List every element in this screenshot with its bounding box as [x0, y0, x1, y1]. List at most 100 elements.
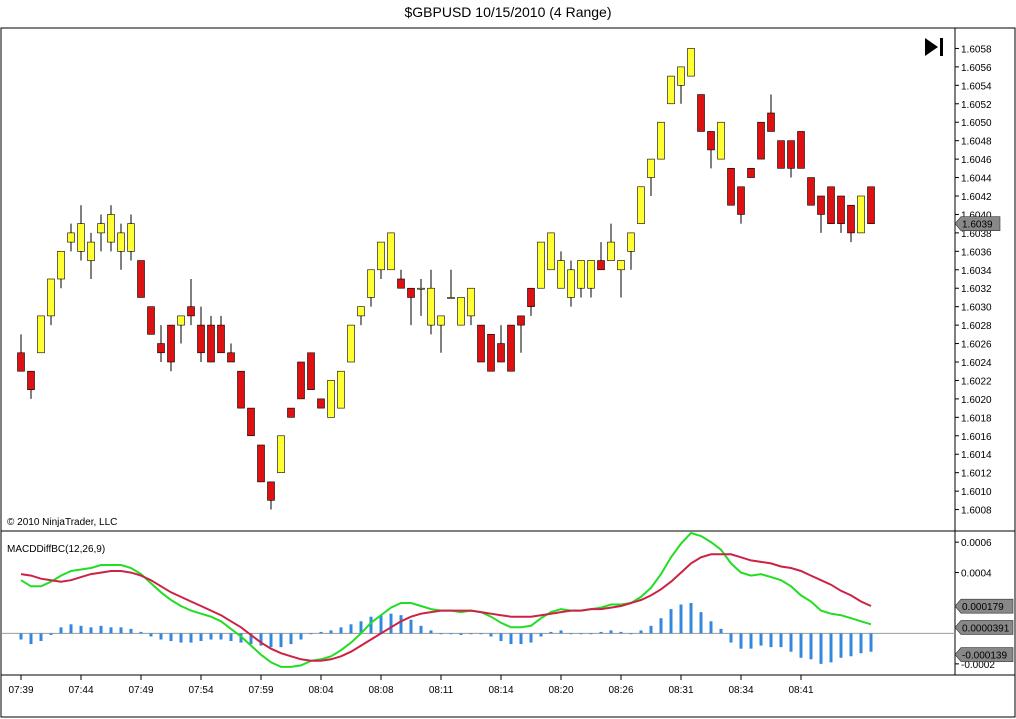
histogram-bar — [239, 633, 243, 643]
candle — [237, 370, 245, 409]
candle — [137, 260, 145, 298]
histogram-bar — [219, 633, 223, 640]
candle-body — [397, 278, 405, 289]
skip-to-end-icon[interactable] — [925, 38, 943, 56]
candle — [97, 214, 105, 252]
candle-body — [837, 195, 845, 224]
candle — [607, 223, 615, 261]
histogram-bar — [99, 625, 103, 634]
histogram-bar — [209, 633, 213, 640]
histogram-bar — [779, 633, 783, 648]
candle-body — [807, 177, 815, 206]
candle — [47, 278, 55, 326]
price-tick-label: 1.6010 — [961, 487, 992, 498]
histogram-bar — [59, 627, 63, 634]
histogram-bar — [629, 633, 633, 635]
candle-body — [727, 168, 735, 206]
time-tick-label: 08:04 — [308, 685, 333, 696]
candle — [837, 195, 845, 233]
indicator-tick-label: 0.0006 — [961, 538, 992, 549]
price-tick-label: 1.6034 — [961, 266, 992, 277]
histogram-bar — [689, 603, 693, 634]
histogram-bar — [199, 633, 203, 642]
candle-body — [797, 131, 805, 169]
candle — [67, 223, 75, 252]
time-tick-label: 07:54 — [188, 685, 213, 696]
candle-body — [547, 232, 555, 271]
histogram-bar — [419, 625, 423, 634]
candle-body — [687, 48, 695, 77]
copyright-text: © 2010 NinjaTrader, LLC — [7, 517, 117, 528]
histogram-bar — [299, 633, 303, 640]
candle-body — [77, 223, 85, 252]
candle-body — [147, 306, 155, 335]
candle — [437, 315, 445, 353]
candle-body — [537, 241, 545, 289]
price-tick-label: 1.6046 — [961, 155, 992, 166]
candle-body — [167, 324, 175, 363]
histogram-bar — [809, 633, 813, 660]
candle-body — [277, 435, 285, 473]
histogram-bar — [749, 633, 753, 649]
candle-body — [577, 260, 585, 289]
candle — [687, 48, 695, 77]
price-tick-label: 1.6008 — [961, 506, 992, 517]
candle-body — [767, 112, 775, 132]
candle-body — [67, 232, 75, 243]
histogram-bar — [379, 615, 383, 634]
histogram-bar — [789, 633, 793, 652]
indicator-label: MACDDiffBC(12,26,9) — [7, 544, 105, 555]
candle-body — [467, 287, 475, 317]
histogram-bar — [439, 633, 443, 635]
candle — [27, 370, 35, 399]
time-tick-label: 07:39 — [8, 685, 33, 696]
candle — [347, 324, 355, 363]
histogram-bar — [759, 633, 763, 646]
macd-line — [20, 531, 872, 668]
candle-body — [407, 287, 415, 298]
price-tick-label: 1.6050 — [961, 118, 992, 129]
indicator-value-tag: -0.000139 — [954, 647, 1014, 662]
candle — [827, 186, 835, 224]
indicator-tick-label: 0.0004 — [961, 569, 992, 580]
candle — [797, 131, 805, 169]
candle — [37, 315, 45, 354]
candle — [537, 241, 545, 289]
candle-body — [487, 334, 495, 372]
candle-body — [477, 324, 485, 363]
candle — [127, 214, 135, 261]
candle — [77, 205, 85, 261]
price-tick-label: 1.6026 — [961, 340, 992, 351]
candle-body — [567, 269, 575, 298]
candle — [297, 361, 305, 400]
candle — [817, 195, 825, 233]
candle — [427, 269, 435, 335]
candle — [167, 324, 175, 372]
candle-body — [747, 168, 755, 178]
histogram-bar — [289, 633, 293, 645]
indicator-value-tag: 0.000179 — [954, 598, 1014, 614]
candle — [267, 481, 275, 510]
price-tick-label: 1.6022 — [961, 376, 992, 387]
candle-body — [387, 232, 395, 271]
candle — [647, 158, 655, 196]
candle-body — [217, 324, 225, 354]
price-tick-label: 1.6044 — [961, 174, 992, 185]
price-tick-label: 1.6024 — [961, 358, 992, 369]
candle-body — [37, 315, 45, 354]
histogram-bar — [819, 633, 823, 664]
candle-body — [597, 260, 605, 271]
histogram-bar — [339, 627, 343, 634]
price-panel-frame — [0, 27, 1016, 532]
histogram-bar — [309, 633, 313, 635]
candle-body — [447, 297, 455, 299]
indicator-value-label: 0.000179 — [962, 602, 1004, 613]
histogram-bar — [169, 633, 173, 642]
time-tick-label: 07:59 — [248, 685, 273, 696]
candle-body — [297, 361, 305, 400]
candle — [317, 398, 325, 409]
histogram-bar — [409, 619, 413, 634]
price-tick-label: 1.6038 — [961, 229, 992, 240]
candle-body — [417, 287, 425, 290]
